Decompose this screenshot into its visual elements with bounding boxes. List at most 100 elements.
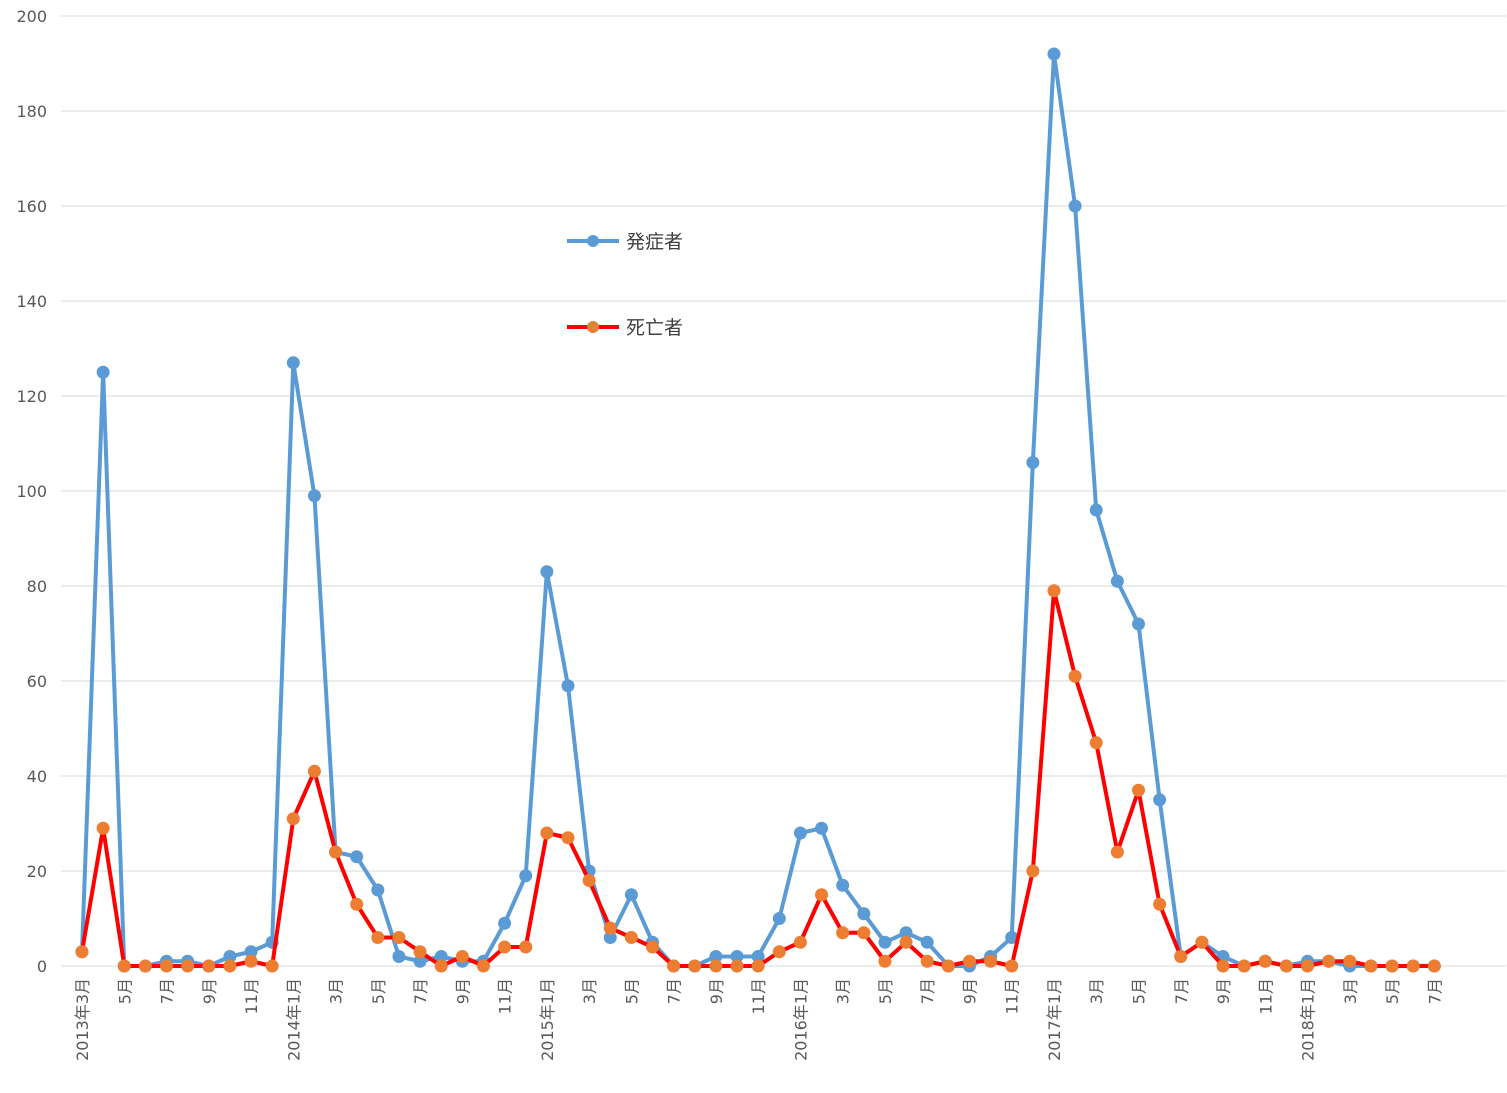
x-tick-label: 7月 <box>411 978 430 1004</box>
x-tick-label: 2015年1月 <box>538 978 557 1061</box>
data-point <box>1089 503 1103 517</box>
series-lines <box>75 47 1441 973</box>
data-point <box>941 959 955 973</box>
y-tick-label: 140 <box>16 292 47 311</box>
data-point <box>920 954 934 968</box>
data-point <box>582 874 596 887</box>
data-point <box>181 959 195 973</box>
legend-label-onset: 発症者 <box>626 231 683 253</box>
data-point <box>1364 959 1378 973</box>
x-tick-label: 3月 <box>327 978 346 1004</box>
data-point <box>392 931 406 944</box>
y-tick-label: 20 <box>27 862 47 881</box>
x-tick-label: 3月 <box>580 978 599 1004</box>
data-point <box>540 565 554 579</box>
x-tick-label: 7月 <box>1425 978 1444 1004</box>
legend-label-death: 死亡者 <box>626 317 683 339</box>
data-point <box>836 926 850 940</box>
data-point <box>455 950 469 963</box>
x-tick-label: 2018年1月 <box>1299 978 1318 1061</box>
data-point <box>307 764 321 778</box>
data-point <box>1427 959 1441 973</box>
data-point <box>1237 959 1251 973</box>
data-point <box>1301 959 1315 973</box>
y-tick-label: 0 <box>37 957 47 976</box>
legend-marker-onset <box>587 235 599 247</box>
data-point <box>1089 736 1103 750</box>
y-tick-label: 120 <box>16 387 47 406</box>
data-point <box>413 954 427 968</box>
x-tick-label: 11月 <box>242 978 261 1014</box>
data-point <box>498 916 512 930</box>
x-tick-label: 5月 <box>622 978 641 1004</box>
data-point <box>751 959 765 973</box>
data-point <box>709 959 723 973</box>
data-point <box>434 950 448 963</box>
x-tick-label: 9月 <box>1214 978 1233 1004</box>
y-axis: 0 20 40 60 80 100 120 140 160 180 200 <box>16 7 47 976</box>
data-point <box>772 912 786 925</box>
x-tick-label: 7月 <box>665 978 684 1004</box>
x-tick-label: 9月 <box>960 978 979 1004</box>
data-point <box>329 845 343 859</box>
data-point <box>1047 584 1061 598</box>
x-tick-label: 11月 <box>1003 978 1022 1014</box>
data-point <box>96 821 110 835</box>
x-tick-label: 2014年1月 <box>284 978 303 1061</box>
data-point <box>498 940 512 954</box>
data-point <box>286 812 300 826</box>
data-point <box>307 489 321 503</box>
data-point <box>857 907 871 921</box>
x-tick-label: 3月 <box>1341 978 1360 1004</box>
data-point <box>413 945 427 959</box>
data-point <box>392 950 406 963</box>
data-point <box>1153 793 1167 807</box>
data-point <box>350 897 364 911</box>
y-tick-label: 60 <box>27 672 47 691</box>
legend-item-onset: 発症者 <box>567 231 683 253</box>
data-point <box>667 959 681 973</box>
x-tick-label: 11月 <box>749 978 768 1014</box>
x-tick-label: 11月 <box>496 978 515 1014</box>
data-point <box>519 869 533 883</box>
data-point <box>857 926 871 940</box>
data-point <box>244 954 258 968</box>
x-tick-label: 7月 <box>1172 978 1191 1004</box>
data-point <box>519 940 533 954</box>
data-point <box>265 959 279 973</box>
data-point <box>646 940 660 954</box>
data-point <box>350 850 364 864</box>
x-tick-label: 3月 <box>1087 978 1106 1004</box>
x-tick-label: 9月 <box>453 978 472 1004</box>
legend-marker-death <box>587 321 599 333</box>
data-point <box>793 935 807 949</box>
data-point <box>603 931 617 944</box>
data-point <box>815 888 829 902</box>
x-tick-label: 2016年1月 <box>791 978 810 1061</box>
x-tick-label: 5月 <box>1130 978 1149 1004</box>
series-1 <box>75 584 1441 973</box>
data-point <box>1153 897 1167 911</box>
x-tick-label: 3月 <box>834 978 853 1004</box>
data-point <box>603 921 617 935</box>
data-point <box>223 950 237 963</box>
series-0 <box>75 47 1441 973</box>
legend-item-death: 死亡者 <box>567 317 683 339</box>
data-point <box>1385 959 1399 973</box>
data-point <box>1406 959 1420 973</box>
data-point <box>815 821 829 835</box>
data-point <box>1110 845 1124 859</box>
data-point <box>202 959 216 973</box>
data-point <box>899 926 913 940</box>
data-point <box>962 954 976 968</box>
data-point <box>75 945 89 959</box>
x-tick-label: 5月 <box>369 978 388 1004</box>
data-point <box>371 883 385 897</box>
data-point <box>772 945 786 959</box>
data-point <box>434 959 448 973</box>
data-point <box>96 365 110 379</box>
data-point <box>1174 950 1188 963</box>
data-point <box>1068 669 1082 683</box>
x-tick-label: 5月 <box>115 978 134 1004</box>
x-tick-label: 11月 <box>1256 978 1275 1014</box>
